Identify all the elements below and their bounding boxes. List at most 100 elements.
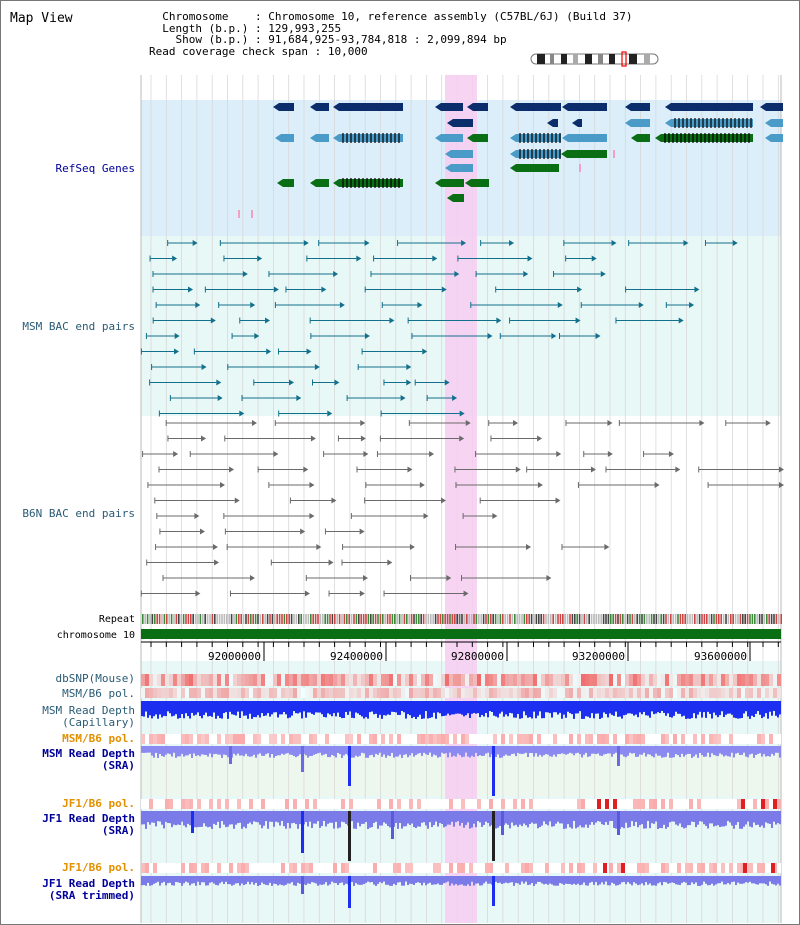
depth-bar xyxy=(355,746,357,756)
heat-cell xyxy=(393,674,397,686)
heat-cell xyxy=(469,734,473,744)
track-label-jf1-trim-1[interactable]: JF1 Read Depth xyxy=(42,877,135,890)
depth-bar xyxy=(753,701,755,717)
chromosome-bar[interactable] xyxy=(141,629,781,639)
bac-end-arrow xyxy=(327,410,333,417)
depth-bar xyxy=(245,811,247,829)
track-label-jf1-sra-2[interactable]: (SRA) xyxy=(102,824,135,837)
depth-bar xyxy=(451,876,453,884)
read-depth-tracks[interactable] xyxy=(141,701,781,908)
heat-cell xyxy=(761,734,765,744)
heat-cell xyxy=(745,674,749,686)
track-label-msm-sra-2[interactable]: (SRA) xyxy=(102,759,135,772)
depth-bar xyxy=(287,701,289,719)
depth-bar xyxy=(159,701,161,715)
highlight-region[interactable] xyxy=(445,75,477,923)
msm-bac-pairs[interactable] xyxy=(140,240,738,417)
track-label-jf1-b6-pol[interactable]: JF1/B6 pol. xyxy=(62,797,135,810)
heat-cell xyxy=(697,674,701,686)
depth-bar xyxy=(475,746,477,753)
depth-bar xyxy=(459,701,461,714)
depth-bar xyxy=(455,876,457,885)
bac-end-arrow xyxy=(309,482,315,488)
depth-bar xyxy=(149,876,151,886)
track-label-msm-cap-1[interactable]: MSM Read Depth xyxy=(42,704,135,717)
heat-cell xyxy=(429,688,433,698)
repeat-element xyxy=(487,614,490,624)
depth-bar xyxy=(549,811,551,822)
depth-bar xyxy=(335,811,337,822)
depth-bar xyxy=(719,746,721,754)
heat-cell xyxy=(697,863,701,873)
track-label-b6n-bac[interactable]: B6N BAC end pairs xyxy=(22,507,135,520)
depth-bar xyxy=(279,876,281,885)
depth-bar xyxy=(505,811,507,824)
depth-bar xyxy=(407,811,409,824)
heat-cell xyxy=(413,674,417,686)
depth-bar xyxy=(357,701,359,714)
repeat-element xyxy=(331,614,334,624)
chromosome-ideogram[interactable] xyxy=(530,51,659,67)
depth-bar xyxy=(511,701,513,714)
heat-cell xyxy=(573,688,577,698)
heat-cell xyxy=(537,734,541,744)
depth-bar xyxy=(477,746,479,757)
depth-bar xyxy=(285,746,287,754)
polymorphism-heat-tracks[interactable] xyxy=(141,674,781,873)
depth-bar xyxy=(559,811,561,824)
repeat-track[interactable] xyxy=(142,614,782,624)
track-label-dbsnp[interactable]: dbSNP(Mouse) xyxy=(56,672,135,685)
repeat-element xyxy=(612,614,614,624)
depth-bar xyxy=(277,701,279,718)
depth-bar xyxy=(231,701,233,715)
heat-cell xyxy=(313,674,317,686)
depth-bar xyxy=(705,701,707,718)
heat-cell xyxy=(221,799,225,809)
track-label-chromosome[interactable]: chromosome 10 xyxy=(57,630,135,641)
track-label-msm-sra-1[interactable]: MSM Read Depth xyxy=(42,747,135,760)
heat-cell xyxy=(761,688,765,698)
depth-bar xyxy=(283,876,285,886)
depth-bar xyxy=(663,701,665,713)
refseq-gene-glyphs[interactable] xyxy=(238,103,783,218)
track-label-jf1-b6-pol-2[interactable]: JF1/B6 pol. xyxy=(62,861,135,874)
repeat-element xyxy=(773,614,775,624)
depth-bar xyxy=(655,876,657,886)
heat-cell xyxy=(745,688,749,698)
heat-cell xyxy=(405,688,409,698)
depth-bar xyxy=(257,701,259,716)
b6n-bac-pairs[interactable] xyxy=(140,420,784,597)
heat-cell xyxy=(297,674,301,686)
depth-bar xyxy=(639,876,641,885)
depth-bar xyxy=(477,811,479,822)
track-label-msm-bac[interactable]: MSM BAC end pairs xyxy=(22,320,135,333)
track-label-msm-cap-2[interactable]: (Capillary) xyxy=(62,716,135,729)
depth-spike xyxy=(191,811,194,833)
depth-bar xyxy=(371,746,373,755)
track-label-repeat[interactable]: Repeat xyxy=(99,614,135,625)
depth-bar xyxy=(355,811,357,829)
track-label-msm-b6-pol-2[interactable]: MSM/B6 pol. xyxy=(62,732,135,745)
heat-cell xyxy=(377,863,381,873)
heat-cell xyxy=(761,863,765,873)
heat-cell xyxy=(337,863,341,873)
depth-bar xyxy=(623,876,625,882)
repeat-element xyxy=(355,614,358,624)
heat-cell xyxy=(177,734,181,744)
heat-cell xyxy=(253,734,257,744)
repeat-element xyxy=(432,614,434,624)
depth-bar xyxy=(581,701,583,719)
depth-bar xyxy=(369,876,371,883)
depth-bar xyxy=(767,876,769,886)
repeat-element xyxy=(454,614,456,624)
depth-bar xyxy=(523,746,525,754)
depth-bar xyxy=(621,811,623,828)
depth-bar xyxy=(233,811,235,829)
track-label-msm-b6-pol[interactable]: MSM/B6 pol. xyxy=(62,687,135,700)
heat-cell xyxy=(309,799,313,809)
track-label-jf1-trim-2[interactable]: (SRA trimmed) xyxy=(49,889,135,902)
track-label-refseq[interactable]: RefSeq Genes xyxy=(56,162,135,175)
depth-bar xyxy=(717,876,719,884)
track-label-jf1-sra-1[interactable]: JF1 Read Depth xyxy=(42,812,135,825)
